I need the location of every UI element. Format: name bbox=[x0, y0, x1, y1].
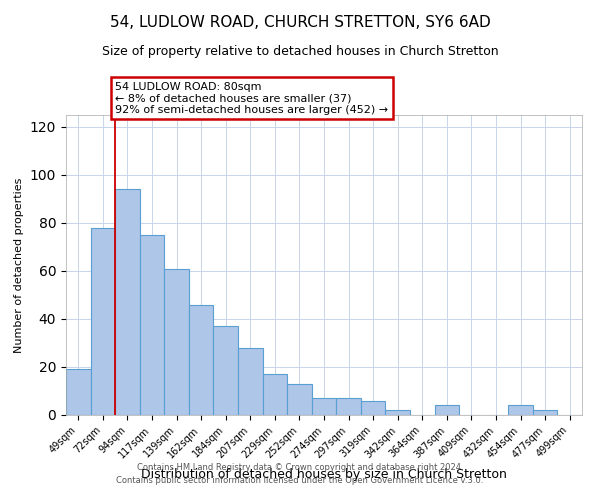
Bar bbox=[66, 370, 91, 415]
Bar bbox=[361, 400, 385, 415]
Text: 54 LUDLOW ROAD: 80sqm
← 8% of detached houses are smaller (37)
92% of semi-detac: 54 LUDLOW ROAD: 80sqm ← 8% of detached h… bbox=[115, 82, 388, 115]
Bar bbox=[312, 398, 336, 415]
Text: 54, LUDLOW ROAD, CHURCH STRETTON, SY6 6AD: 54, LUDLOW ROAD, CHURCH STRETTON, SY6 6A… bbox=[110, 15, 490, 30]
Bar bbox=[508, 406, 533, 415]
Bar bbox=[189, 304, 214, 415]
Text: Size of property relative to detached houses in Church Stretton: Size of property relative to detached ho… bbox=[101, 45, 499, 58]
X-axis label: Distribution of detached houses by size in Church Stretton: Distribution of detached houses by size … bbox=[141, 468, 507, 481]
Bar bbox=[533, 410, 557, 415]
Bar bbox=[385, 410, 410, 415]
Bar bbox=[238, 348, 263, 415]
Bar bbox=[287, 384, 312, 415]
Bar bbox=[115, 190, 140, 415]
Text: Contains HM Land Registry data © Crown copyright and database right 2024.
Contai: Contains HM Land Registry data © Crown c… bbox=[116, 463, 484, 485]
Bar bbox=[434, 406, 459, 415]
Bar bbox=[91, 228, 115, 415]
Bar bbox=[263, 374, 287, 415]
Y-axis label: Number of detached properties: Number of detached properties bbox=[14, 178, 25, 352]
Bar bbox=[164, 268, 189, 415]
Bar bbox=[140, 235, 164, 415]
Bar bbox=[336, 398, 361, 415]
Bar bbox=[214, 326, 238, 415]
